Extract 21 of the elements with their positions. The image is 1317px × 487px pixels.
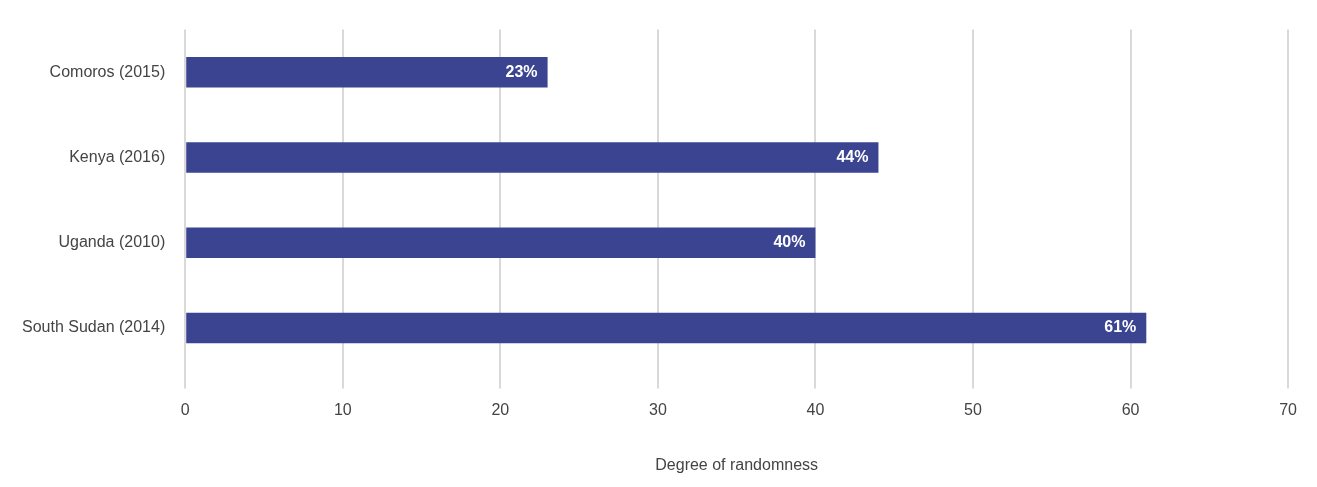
x-tick-label: 0 — [180, 400, 190, 418]
x-tick-label: 40 — [806, 400, 825, 418]
bar — [186, 142, 879, 173]
x-tick-label: 30 — [648, 400, 667, 418]
x-tick-label: 20 — [491, 400, 510, 418]
bar — [186, 312, 1147, 344]
data-label: 61% — [1104, 318, 1137, 336]
y-tick-label: Uganda (2010) — [58, 233, 166, 251]
x-tick-label: 50 — [964, 400, 982, 418]
x-tick-label: 70 — [1279, 400, 1298, 418]
data-label: 40% — [773, 233, 806, 251]
x-tick-label: 10 — [333, 400, 352, 418]
x-axis-title: Degree of randomness — [655, 455, 819, 473]
bar — [186, 56, 548, 88]
y-tick-label: South Sudan (2014) — [22, 318, 166, 336]
bar — [186, 227, 816, 259]
data-label: 23% — [505, 62, 538, 80]
y-tick-label: Kenya (2016) — [69, 147, 166, 165]
data-label: 44% — [836, 147, 869, 165]
x-tick-label: 60 — [1121, 400, 1140, 418]
y-tick-label: Comoros (2015) — [49, 62, 166, 80]
